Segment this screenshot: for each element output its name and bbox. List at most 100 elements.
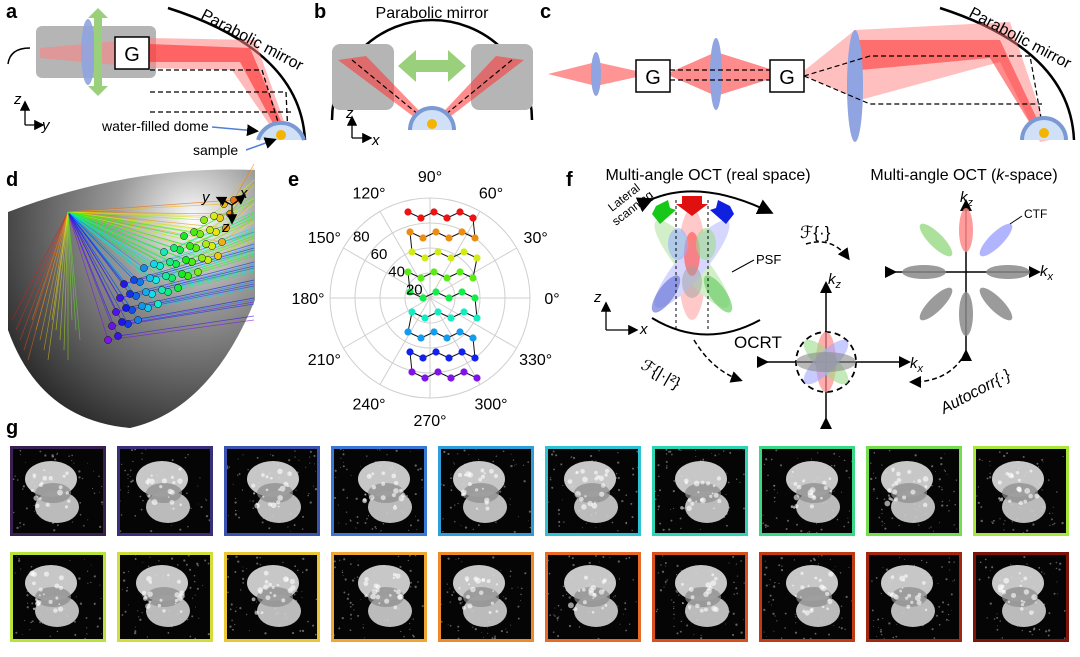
galvo-a: G — [124, 44, 140, 66]
mirror-c — [939, 6, 1076, 141]
beam-c-dark — [855, 40, 1046, 140]
ray-out-26 — [135, 267, 255, 297]
image-tile — [973, 552, 1069, 642]
axis-x-b: x — [371, 132, 380, 149]
trace-point-8 — [445, 234, 453, 242]
trace-point-41 — [469, 334, 477, 342]
trace-point-26 — [432, 288, 440, 296]
trace-point-33 — [434, 308, 442, 316]
grid-point-13 — [118, 318, 126, 326]
trace-point-42 — [471, 354, 479, 362]
panel-a: G water-filled dome sample Parabolic mir… — [7, 7, 306, 158]
grid-point-23 — [218, 238, 226, 246]
grid-point-52 — [160, 248, 168, 256]
ray-out-43 — [189, 213, 255, 247]
ray-out-59 — [233, 163, 255, 201]
trace-point-16 — [460, 248, 468, 256]
grid-point-35 — [222, 224, 230, 232]
trace-point-48 — [408, 368, 416, 376]
axis-x-d: x — [239, 185, 248, 202]
grid-point-21 — [198, 254, 206, 262]
ray-48 — [67, 211, 125, 285]
panel-b: Parabolic mirror z x — [330, 5, 534, 149]
tile-image — [762, 449, 852, 533]
trace-point-7 — [458, 228, 466, 236]
angle-label-4: 330° — [519, 352, 552, 369]
angle-label-0: 90° — [418, 169, 442, 186]
grid-point-36 — [116, 294, 124, 302]
polar-spoke-60 — [429, 211, 481, 299]
title-real-space: Multi-angle OCT (real space) — [605, 167, 810, 184]
ray-out-23 — [221, 217, 255, 243]
ray-58 — [67, 203, 225, 213]
sampling-grid — [104, 196, 238, 344]
image-tile — [117, 552, 213, 642]
trace-point-34 — [421, 314, 429, 322]
grid-point-39 — [146, 274, 154, 282]
grid-point-54 — [180, 232, 188, 240]
grid-point-37 — [126, 290, 134, 298]
image-tile — [10, 446, 106, 536]
tile-image — [655, 555, 745, 639]
autocorr-label: Autocorr{·} — [937, 366, 1014, 418]
ray-2 — [67, 211, 129, 325]
trace-point-49 — [421, 374, 429, 382]
image-tile — [224, 446, 320, 536]
kx-label: kx — [1040, 263, 1054, 283]
galvo-a-box — [114, 36, 150, 70]
ray-35 — [67, 211, 227, 229]
ray-left-10 — [51, 211, 69, 321]
angle-label-3: 0° — [544, 291, 559, 308]
image-tile — [973, 446, 1069, 536]
ray-47 — [67, 211, 231, 215]
trace-point-31 — [460, 308, 468, 316]
panel-label-c: c — [540, 1, 552, 23]
trace-point-51 — [447, 374, 455, 382]
ray-left-2 — [19, 211, 69, 341]
polar-spoke-210 — [343, 297, 431, 349]
trace-point-36 — [404, 328, 412, 336]
image-tile — [759, 552, 855, 642]
grid-point-51 — [150, 260, 158, 268]
trace-point-46 — [419, 354, 427, 362]
trace-point-9 — [432, 228, 440, 236]
grid-point-27 — [142, 288, 150, 296]
trace-point-47 — [406, 348, 414, 356]
ray-57 — [67, 211, 215, 217]
grid-point-43 — [186, 242, 194, 250]
ray-left-12 — [59, 211, 69, 341]
sample-label-a: sample — [193, 142, 238, 158]
image-tile — [331, 552, 427, 642]
ray-left-6 — [35, 211, 69, 331]
ray-left-16 — [67, 211, 77, 331]
axis-z-f: z — [593, 289, 602, 306]
ray-24 — [67, 211, 117, 313]
image-tile — [652, 552, 748, 642]
trace-point-38 — [430, 328, 438, 336]
angle-label-9: 180° — [291, 291, 324, 308]
mirror-label-b: Parabolic mirror — [376, 5, 490, 22]
ray-dash-a1 — [150, 69, 283, 136]
grid-point-5 — [154, 300, 162, 308]
image-tile — [117, 446, 213, 536]
trace-point-6 — [471, 234, 479, 242]
ocrt-diagram: OCRT kz kx — [734, 271, 924, 429]
angle-label-2: 30° — [524, 230, 548, 247]
ray-out-3 — [137, 299, 255, 321]
paraboloid-bowl — [8, 169, 255, 428]
image-tile — [652, 446, 748, 536]
trace-point-20 — [443, 274, 451, 282]
lens-c2 — [710, 38, 722, 110]
tile-image — [441, 556, 527, 639]
angle-label-5: 300° — [474, 397, 507, 414]
trace-point-2 — [430, 208, 438, 216]
grid-point-29 — [162, 272, 170, 280]
ray-out-38 — [139, 249, 255, 283]
trace-point-53 — [473, 374, 481, 382]
lens-c1 — [591, 52, 601, 96]
ray-51 — [67, 211, 155, 265]
grid-point-50 — [140, 264, 148, 272]
grid-point-17 — [158, 286, 166, 294]
polar-spoke-150 — [343, 247, 431, 299]
